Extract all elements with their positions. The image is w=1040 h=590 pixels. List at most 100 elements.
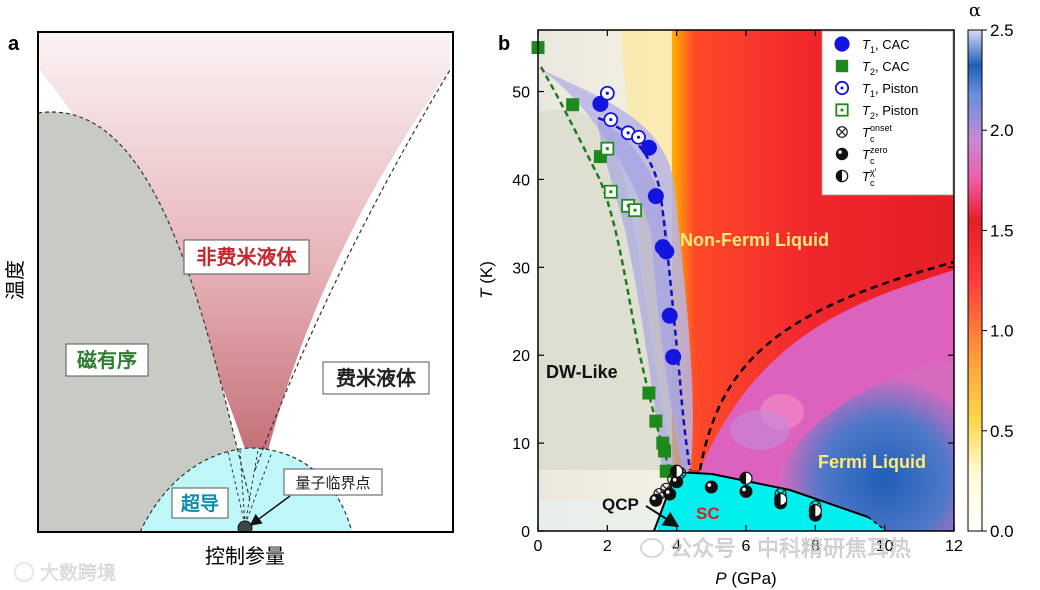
fermi-liquid-crossover-line xyxy=(698,260,955,471)
tc-chi-point xyxy=(835,169,849,183)
qcp-arrow-b xyxy=(645,505,680,528)
legend-entry: Tonset c xyxy=(862,123,892,144)
magnetic-region xyxy=(38,111,250,532)
colorbar-label: α xyxy=(969,0,981,21)
t1-piston-point xyxy=(631,129,646,145)
x-axis: 0 2 4 6 8 10 12 xyxy=(534,30,963,555)
fermi-crossover-line xyxy=(254,69,451,471)
y-tick-label: 10 xyxy=(512,436,530,453)
x-tick-label: 10 xyxy=(876,538,894,555)
t1-cac-point xyxy=(658,243,675,260)
panel-a-frame xyxy=(37,31,454,533)
legend-entry: T1, CAC xyxy=(862,37,910,55)
x-tick-label: 0 xyxy=(534,538,543,555)
colorbar-strip xyxy=(967,29,983,532)
y-tick-label: 50 xyxy=(512,85,530,102)
t2-piston-point xyxy=(835,103,849,117)
panel-a-label: a xyxy=(8,33,20,55)
watermark-right-text: 公众号 · 中科精研焦耳热 xyxy=(670,537,911,562)
t1-cac-point xyxy=(640,139,657,156)
legend-entry: T1, Piston xyxy=(862,81,918,99)
colorbar-tick-label: 1.0 xyxy=(990,322,1014,341)
tc-zero-point xyxy=(739,484,753,498)
t1-boundary-line xyxy=(597,116,692,471)
t2-cac-point xyxy=(566,98,580,112)
y-tick-label: 0 xyxy=(521,524,530,541)
panel-b: b 0 2 4 6 8 10 12 0 10 20 30 40 50 P (GPa) T (K) xyxy=(477,0,1014,588)
t2-cac-point xyxy=(649,414,663,428)
y-axis-label: T (K) xyxy=(477,261,496,299)
qcp-arrow-a xyxy=(249,495,291,526)
tc-zero-point xyxy=(649,493,663,507)
colorbar-tick-label: 0.0 xyxy=(990,522,1014,541)
t2-piston-point xyxy=(600,141,615,156)
tc-chi-point xyxy=(670,464,684,478)
legend-entry: Tχ' c xyxy=(862,167,877,188)
x-tick-label: 4 xyxy=(672,538,681,555)
legend-entry: Tzero c xyxy=(862,145,887,166)
x-tick-label: 8 xyxy=(811,538,820,555)
colorbar-tick-label: 2.5 xyxy=(990,21,1014,40)
t2-cac-point xyxy=(658,444,672,458)
dw-label: DW-Like xyxy=(546,362,618,382)
fermi-label-b: Fermi Liquid xyxy=(818,452,926,472)
legend-entry: T2, CAC xyxy=(862,59,910,77)
qcp-label-b: QCP xyxy=(602,495,639,514)
sc-label-a: 超导 xyxy=(180,492,219,515)
watermark-left-text: 大数跨境 xyxy=(40,562,116,584)
data-series xyxy=(531,41,822,522)
non-fermi-box: 非费米液体 xyxy=(183,239,310,275)
t1-cac-point xyxy=(661,307,678,324)
y-tick-label: 30 xyxy=(512,260,530,277)
tc-chi-point xyxy=(774,492,788,506)
tc-zero-point xyxy=(670,475,684,489)
magnetic-boundary xyxy=(38,111,251,501)
t2-cac-point xyxy=(642,386,656,400)
qcp-dot xyxy=(237,520,253,532)
colorbar-tick-label: 0.5 xyxy=(990,422,1014,441)
x-tick-label: 12 xyxy=(945,538,963,555)
critical-fan-lines xyxy=(227,449,273,526)
watermark-left: 大数跨境 xyxy=(14,562,116,584)
t1-cac-point xyxy=(665,348,682,365)
fermi-label-a: 费米液体 xyxy=(336,366,417,390)
x-tick-label: 2 xyxy=(603,538,612,555)
t1-piston-point xyxy=(834,80,850,96)
sc-dome-tail xyxy=(867,516,887,532)
sc-box: 超导 xyxy=(171,487,229,519)
tc-zero-point xyxy=(835,147,849,161)
qcp-callout: 量子临界点 xyxy=(249,468,383,526)
tc-zero-point xyxy=(663,487,677,501)
tc-chi-point xyxy=(808,504,822,518)
colorbar: α 0.0 0.5 1.0 1.5 2.0 2.5 xyxy=(967,0,1014,541)
t2-cac-point xyxy=(835,59,849,73)
t1-cac-point xyxy=(647,188,664,205)
panel-a-ylabel: 温度 xyxy=(3,260,27,300)
legend: T1, CAC T2, CAC T1, Piston T2, Piston Tonset… xyxy=(821,30,954,196)
y-axis: 0 10 20 30 40 50 xyxy=(512,85,954,541)
magnetic-box: 磁有序 xyxy=(65,343,149,377)
non-fermi-label-b: Non-Fermi Liquid xyxy=(680,230,829,250)
alpha-heatmap xyxy=(538,30,954,531)
panel-a: a 温度 控制参量 非费米液体 磁有序 费米液体 超导 量子临界点 xyxy=(3,31,454,568)
y-tick-label: 20 xyxy=(512,348,530,365)
sc-label-b: SC xyxy=(696,504,720,523)
fermi-box: 费米液体 xyxy=(322,361,430,395)
colorbar-tick-label: 1.5 xyxy=(990,221,1014,240)
tc-zero-point xyxy=(704,480,718,494)
t2-piston-point xyxy=(628,203,642,218)
watermark-right: 公众号 · 中科精研焦耳热 xyxy=(640,537,911,562)
non-fermi-label-a: 非费米液体 xyxy=(197,245,298,269)
colorbar-tick-label: 2.0 xyxy=(990,121,1014,140)
magnetic-label-a: 磁有序 xyxy=(77,348,137,372)
x-axis-label: P (GPa) xyxy=(715,569,776,588)
x-tick-label: 6 xyxy=(742,538,751,555)
t1-piston-point xyxy=(603,112,619,128)
t2-piston-point xyxy=(603,184,618,199)
panel-a-xlabel: 控制参量 xyxy=(205,544,285,568)
t1-piston-point xyxy=(599,85,615,101)
tc-onset-point xyxy=(836,126,848,138)
t2-boundary-line xyxy=(539,66,672,471)
legend-entry: T2, Piston xyxy=(862,103,918,121)
